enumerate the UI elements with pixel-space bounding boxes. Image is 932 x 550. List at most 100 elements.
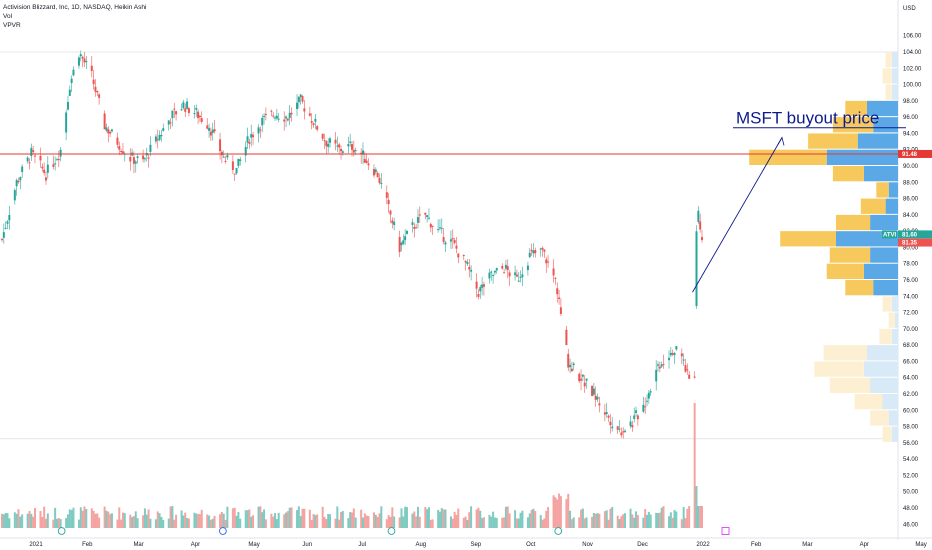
candle-body (43, 169, 46, 173)
candle-body (495, 267, 498, 271)
volume-bar (109, 514, 112, 528)
volume-bar (479, 510, 482, 528)
candle-body (668, 357, 671, 361)
candle-body (239, 159, 242, 161)
volume-bar (398, 517, 401, 528)
time-axis[interactable]: 2021 Feb Mar Apr May Jun Jul Aug Sep Oct Nov Dec 202… (29, 542, 926, 548)
volume-bar (464, 516, 467, 528)
volume-profile-down-bar (780, 231, 836, 247)
candle-body (391, 220, 394, 224)
price-tick-label: 60.00 (903, 408, 919, 414)
volume-profile-down-bar (749, 149, 827, 166)
volume-bar (361, 517, 364, 528)
volume-bar (270, 513, 273, 528)
candle-body (316, 126, 319, 130)
buyout-price-tag: 91.48 (902, 152, 918, 158)
volume-bar (365, 515, 368, 528)
volume-bar (431, 519, 434, 528)
candle-body (248, 141, 251, 144)
volume-bar (701, 506, 703, 528)
candle-body (173, 108, 176, 110)
volume-profile-down-bar (854, 394, 883, 410)
event-markers[interactable] (57, 527, 730, 535)
volume-bar (149, 518, 152, 528)
volume-bar (558, 493, 561, 528)
volume-bar (248, 509, 251, 528)
candle-body (404, 236, 407, 241)
candle-body (427, 217, 430, 219)
volume-profile-up-bar (870, 377, 898, 394)
candle-body (455, 245, 458, 249)
volume-bar (547, 507, 550, 528)
candle-body (352, 149, 355, 153)
volume-bar (603, 511, 606, 528)
volume-bar (360, 509, 363, 528)
candle-body (334, 139, 337, 144)
volume-bar (572, 517, 575, 528)
candle-body (603, 412, 606, 415)
volume-bar (224, 519, 227, 528)
volume-bar (578, 517, 581, 528)
candle-body (272, 115, 275, 117)
volume-bar (442, 509, 445, 528)
price-tick-label: 64.00 (903, 376, 919, 382)
candle-body (594, 395, 597, 400)
price-axis[interactable]: USD 106.00 104.00 102.00 100.00 98.00 96.00 94… (903, 6, 922, 528)
candle-body (136, 156, 139, 158)
second-price-tag: 81.35 (902, 241, 918, 247)
volume-bar (624, 513, 627, 528)
volume-profile-down-bar (885, 84, 892, 100)
candle-body (39, 155, 42, 161)
volume-profile-down-bar (832, 117, 874, 133)
candle-body (118, 146, 121, 150)
volume-profile-up-bar (888, 410, 898, 426)
volume-bar (237, 512, 240, 528)
candle-body (1, 239, 3, 241)
volume-bar (413, 511, 416, 528)
volume-bar (197, 513, 200, 528)
candle-body (629, 421, 632, 427)
volume-bar (352, 508, 355, 528)
volume-profile-up-bar (863, 361, 898, 377)
candle-body (493, 270, 496, 273)
candle-body (257, 127, 260, 134)
volume-bar (581, 508, 584, 528)
volume-bar (490, 516, 493, 528)
time-tick-label: Feb (751, 542, 762, 548)
volume-bar (167, 518, 170, 528)
volume-bar (131, 517, 134, 528)
volume-bar (103, 506, 106, 528)
volume-profile-down-bar (836, 214, 871, 231)
candle-body (393, 221, 396, 225)
candle-body (134, 161, 137, 164)
candle-body (503, 272, 506, 274)
volume-bar (15, 513, 18, 528)
candle-body (633, 415, 636, 419)
annotation-text[interactable]: MSFT buyout price (736, 109, 879, 128)
volume-bar (402, 516, 405, 528)
volume-bar (470, 506, 473, 528)
time-tick-label: Apr (860, 542, 869, 548)
volume-bar (426, 509, 429, 528)
candle-body (424, 212, 427, 215)
volume-bar (44, 518, 47, 528)
annotation-arrow[interactable] (692, 137, 783, 293)
volume-bar (184, 512, 187, 528)
candle-body (481, 284, 484, 288)
volume-profile-down-bar (882, 68, 892, 84)
candle-body (321, 133, 324, 139)
chart-legend: Activision Blizzard, Inc, 1D, NASDAQ, He… (3, 3, 146, 30)
candle-body (195, 107, 198, 110)
volume-profile-up-bar (826, 149, 898, 166)
candle-body (680, 353, 683, 357)
volume-bar (244, 510, 247, 528)
volume-bar (424, 507, 427, 528)
candle-body (413, 226, 416, 229)
volume-profile-up-bar (885, 198, 898, 214)
volume-bar (673, 510, 676, 528)
volume-bar (54, 507, 57, 528)
volume-bar (583, 518, 586, 528)
candle-body (252, 134, 255, 138)
candle-body (59, 149, 62, 157)
